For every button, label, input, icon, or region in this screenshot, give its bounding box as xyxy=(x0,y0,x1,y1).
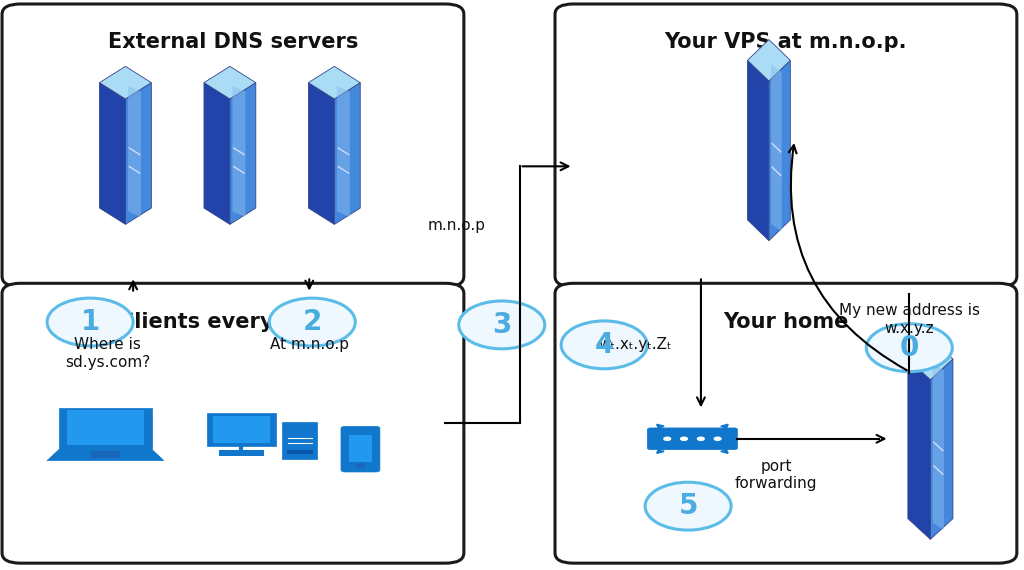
Polygon shape xyxy=(933,363,944,530)
Text: 5: 5 xyxy=(678,492,698,520)
Bar xyxy=(283,422,317,459)
Polygon shape xyxy=(334,83,360,225)
Circle shape xyxy=(866,324,952,372)
Bar xyxy=(207,413,276,446)
Polygon shape xyxy=(128,86,141,217)
Bar xyxy=(349,435,372,462)
Bar xyxy=(287,450,313,454)
Bar xyxy=(91,451,120,458)
Text: port
forwarding: port forwarding xyxy=(735,459,817,491)
Polygon shape xyxy=(232,86,246,217)
Polygon shape xyxy=(99,66,152,99)
Text: 4: 4 xyxy=(595,331,613,359)
Circle shape xyxy=(269,298,355,346)
Text: 3: 3 xyxy=(493,311,511,339)
Text: m.n.o.p: m.n.o.p xyxy=(428,218,485,233)
Polygon shape xyxy=(47,449,164,461)
Text: Where is
sd.ys.com?: Where is sd.ys.com? xyxy=(65,337,151,370)
Circle shape xyxy=(561,321,647,369)
Polygon shape xyxy=(748,60,769,241)
Circle shape xyxy=(47,298,133,346)
Text: 2: 2 xyxy=(303,308,322,336)
Circle shape xyxy=(680,437,688,441)
Polygon shape xyxy=(769,60,791,241)
FancyBboxPatch shape xyxy=(2,283,464,563)
Polygon shape xyxy=(931,359,953,539)
Polygon shape xyxy=(204,66,256,99)
Text: Clients everywhere: Clients everywhere xyxy=(119,312,347,332)
Circle shape xyxy=(645,482,731,530)
Polygon shape xyxy=(308,83,334,225)
Polygon shape xyxy=(229,83,256,225)
Polygon shape xyxy=(308,66,360,99)
Polygon shape xyxy=(908,338,953,380)
FancyBboxPatch shape xyxy=(341,426,380,472)
Text: Your home: Your home xyxy=(723,312,849,332)
Text: Your VPS at m.n.o.p.: Your VPS at m.n.o.p. xyxy=(665,32,907,52)
Circle shape xyxy=(696,437,705,441)
Polygon shape xyxy=(748,39,791,81)
FancyBboxPatch shape xyxy=(647,428,737,450)
FancyBboxPatch shape xyxy=(555,283,1017,563)
Polygon shape xyxy=(99,83,125,225)
Text: External DNS servers: External DNS servers xyxy=(108,32,358,52)
Bar xyxy=(67,410,144,445)
Circle shape xyxy=(664,437,672,441)
Polygon shape xyxy=(125,83,152,225)
Text: 0: 0 xyxy=(900,333,919,362)
Text: 1: 1 xyxy=(81,308,99,336)
Bar xyxy=(219,450,264,456)
Text: My new address is
w.x.y.z: My new address is w.x.y.z xyxy=(839,303,980,336)
Circle shape xyxy=(459,301,545,349)
Text: At m.n.o.p: At m.n.o.p xyxy=(269,337,349,352)
Bar xyxy=(213,416,270,443)
Circle shape xyxy=(355,463,366,469)
Polygon shape xyxy=(337,86,350,217)
FancyBboxPatch shape xyxy=(555,4,1017,287)
Circle shape xyxy=(714,437,722,441)
Polygon shape xyxy=(771,64,781,231)
FancyBboxPatch shape xyxy=(2,4,464,287)
Text: wₜ.xₜ.yₜ.Zₜ: wₜ.xₜ.yₜ.Zₜ xyxy=(598,337,672,352)
Polygon shape xyxy=(204,83,229,225)
Bar xyxy=(59,408,152,449)
Polygon shape xyxy=(908,359,931,539)
